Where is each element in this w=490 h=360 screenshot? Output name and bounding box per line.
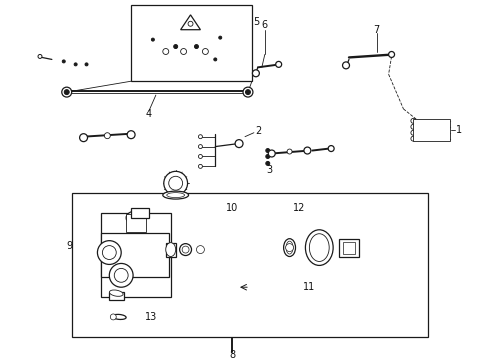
Ellipse shape	[309, 234, 329, 261]
Bar	[131, 5, 252, 81]
Ellipse shape	[284, 239, 295, 257]
Ellipse shape	[109, 290, 123, 296]
Circle shape	[214, 58, 217, 61]
Circle shape	[328, 145, 334, 152]
Text: 4: 4	[146, 109, 152, 119]
Text: 10: 10	[226, 203, 238, 213]
Bar	[126, 214, 146, 232]
Circle shape	[252, 70, 259, 77]
Text: 9: 9	[67, 240, 73, 251]
Text: 1: 1	[456, 125, 462, 135]
Circle shape	[62, 87, 72, 97]
Circle shape	[202, 49, 208, 54]
Circle shape	[243, 87, 253, 97]
Circle shape	[276, 62, 282, 67]
Bar	[414, 119, 450, 141]
Text: 7: 7	[373, 25, 380, 35]
Circle shape	[411, 136, 416, 141]
Circle shape	[195, 45, 198, 49]
Ellipse shape	[167, 193, 185, 198]
Circle shape	[266, 161, 270, 165]
Bar	[131, 208, 149, 218]
Circle shape	[102, 246, 116, 260]
Circle shape	[169, 176, 183, 190]
Bar	[109, 292, 124, 300]
Circle shape	[266, 149, 270, 153]
Circle shape	[245, 90, 250, 95]
Circle shape	[173, 45, 178, 49]
Circle shape	[180, 244, 192, 256]
Circle shape	[268, 150, 275, 157]
Circle shape	[62, 60, 65, 63]
Ellipse shape	[286, 241, 293, 254]
Circle shape	[266, 154, 270, 158]
Circle shape	[104, 133, 110, 139]
Text: 5: 5	[253, 17, 259, 27]
Text: 11: 11	[303, 282, 316, 292]
Text: 6: 6	[262, 20, 268, 30]
Circle shape	[38, 54, 42, 58]
Circle shape	[127, 131, 135, 139]
Circle shape	[163, 49, 169, 54]
Circle shape	[389, 51, 394, 58]
Circle shape	[411, 118, 416, 123]
Circle shape	[74, 63, 77, 66]
Circle shape	[196, 246, 204, 253]
Circle shape	[219, 36, 222, 39]
Text: 3: 3	[267, 165, 273, 175]
Circle shape	[198, 165, 202, 168]
Text: 8: 8	[229, 350, 235, 360]
Bar	[343, 242, 355, 253]
Text: 12: 12	[294, 203, 306, 213]
Circle shape	[188, 21, 193, 26]
Bar	[339, 239, 359, 257]
Circle shape	[109, 264, 133, 287]
Circle shape	[182, 246, 189, 253]
Circle shape	[287, 149, 292, 154]
Circle shape	[181, 49, 187, 54]
Circle shape	[98, 241, 121, 265]
Circle shape	[110, 314, 116, 320]
Bar	[101, 233, 169, 277]
Circle shape	[79, 134, 88, 141]
Circle shape	[198, 135, 202, 139]
Bar	[72, 193, 428, 337]
Circle shape	[304, 147, 311, 154]
Bar	[101, 213, 171, 297]
Circle shape	[64, 90, 69, 95]
Ellipse shape	[126, 211, 146, 225]
Text: 13: 13	[145, 312, 157, 322]
Circle shape	[198, 154, 202, 158]
Polygon shape	[181, 15, 200, 30]
Circle shape	[411, 130, 416, 135]
Circle shape	[343, 62, 349, 69]
Circle shape	[198, 145, 202, 149]
Circle shape	[85, 63, 88, 66]
Bar	[166, 243, 176, 257]
Circle shape	[286, 244, 294, 252]
Circle shape	[411, 124, 416, 129]
Circle shape	[164, 171, 188, 195]
Circle shape	[151, 38, 154, 41]
Circle shape	[235, 140, 243, 148]
Ellipse shape	[163, 191, 189, 199]
Ellipse shape	[305, 230, 333, 265]
Ellipse shape	[112, 314, 126, 319]
Text: 2: 2	[255, 126, 261, 136]
Ellipse shape	[166, 243, 176, 257]
Circle shape	[114, 269, 128, 282]
